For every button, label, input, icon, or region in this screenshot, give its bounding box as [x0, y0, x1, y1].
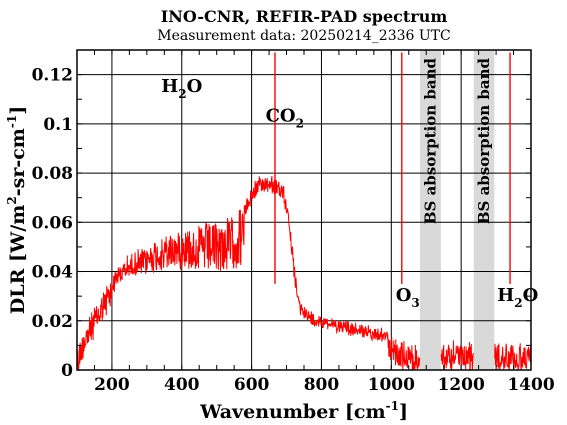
x-tick-label: 400	[164, 375, 200, 395]
y-tick-label: 0.06	[32, 213, 73, 233]
plot-frame	[76, 49, 532, 371]
y-tick-label: 0.12	[32, 66, 73, 86]
x-tick-label: 1000	[368, 375, 415, 395]
spectrum-line	[76, 175, 532, 372]
x-tick-label: 800	[304, 375, 340, 395]
molecule-label-0: H2O	[161, 76, 202, 101]
x-axis-label: Wavenumber [cm-1]	[199, 399, 408, 423]
chart-subtitle: Measurement data: 20250214_2336 UTC	[157, 28, 450, 44]
molecule-label-2: O3	[396, 285, 420, 310]
x-tick-label: 600	[234, 375, 270, 395]
x-tick-label: 1200	[437, 375, 484, 395]
y-tick-label: 0.1	[43, 115, 73, 135]
shaded-band-0	[419, 50, 441, 370]
x-tick-label: 200	[94, 375, 130, 395]
y-axis-label: DLR [W/m2-sr-cm-1]	[5, 106, 29, 314]
molecule-label-1: CO2	[266, 105, 304, 130]
y-tick-label: 0	[61, 361, 73, 381]
shaded-band-1	[473, 50, 495, 370]
y-tick-label: 0.02	[32, 312, 73, 332]
molecule-label-3: H2O	[497, 285, 538, 310]
y-tick-label: 0.08	[32, 164, 73, 184]
chart-title: INO-CNR, REFIR-PAD spectrum	[161, 7, 448, 26]
band-label-0: BS absorption band	[421, 58, 439, 225]
band-label-1: BS absorption band	[475, 58, 493, 225]
y-tick-label: 0.04	[32, 263, 74, 283]
x-tick-label: 1400	[507, 375, 554, 395]
